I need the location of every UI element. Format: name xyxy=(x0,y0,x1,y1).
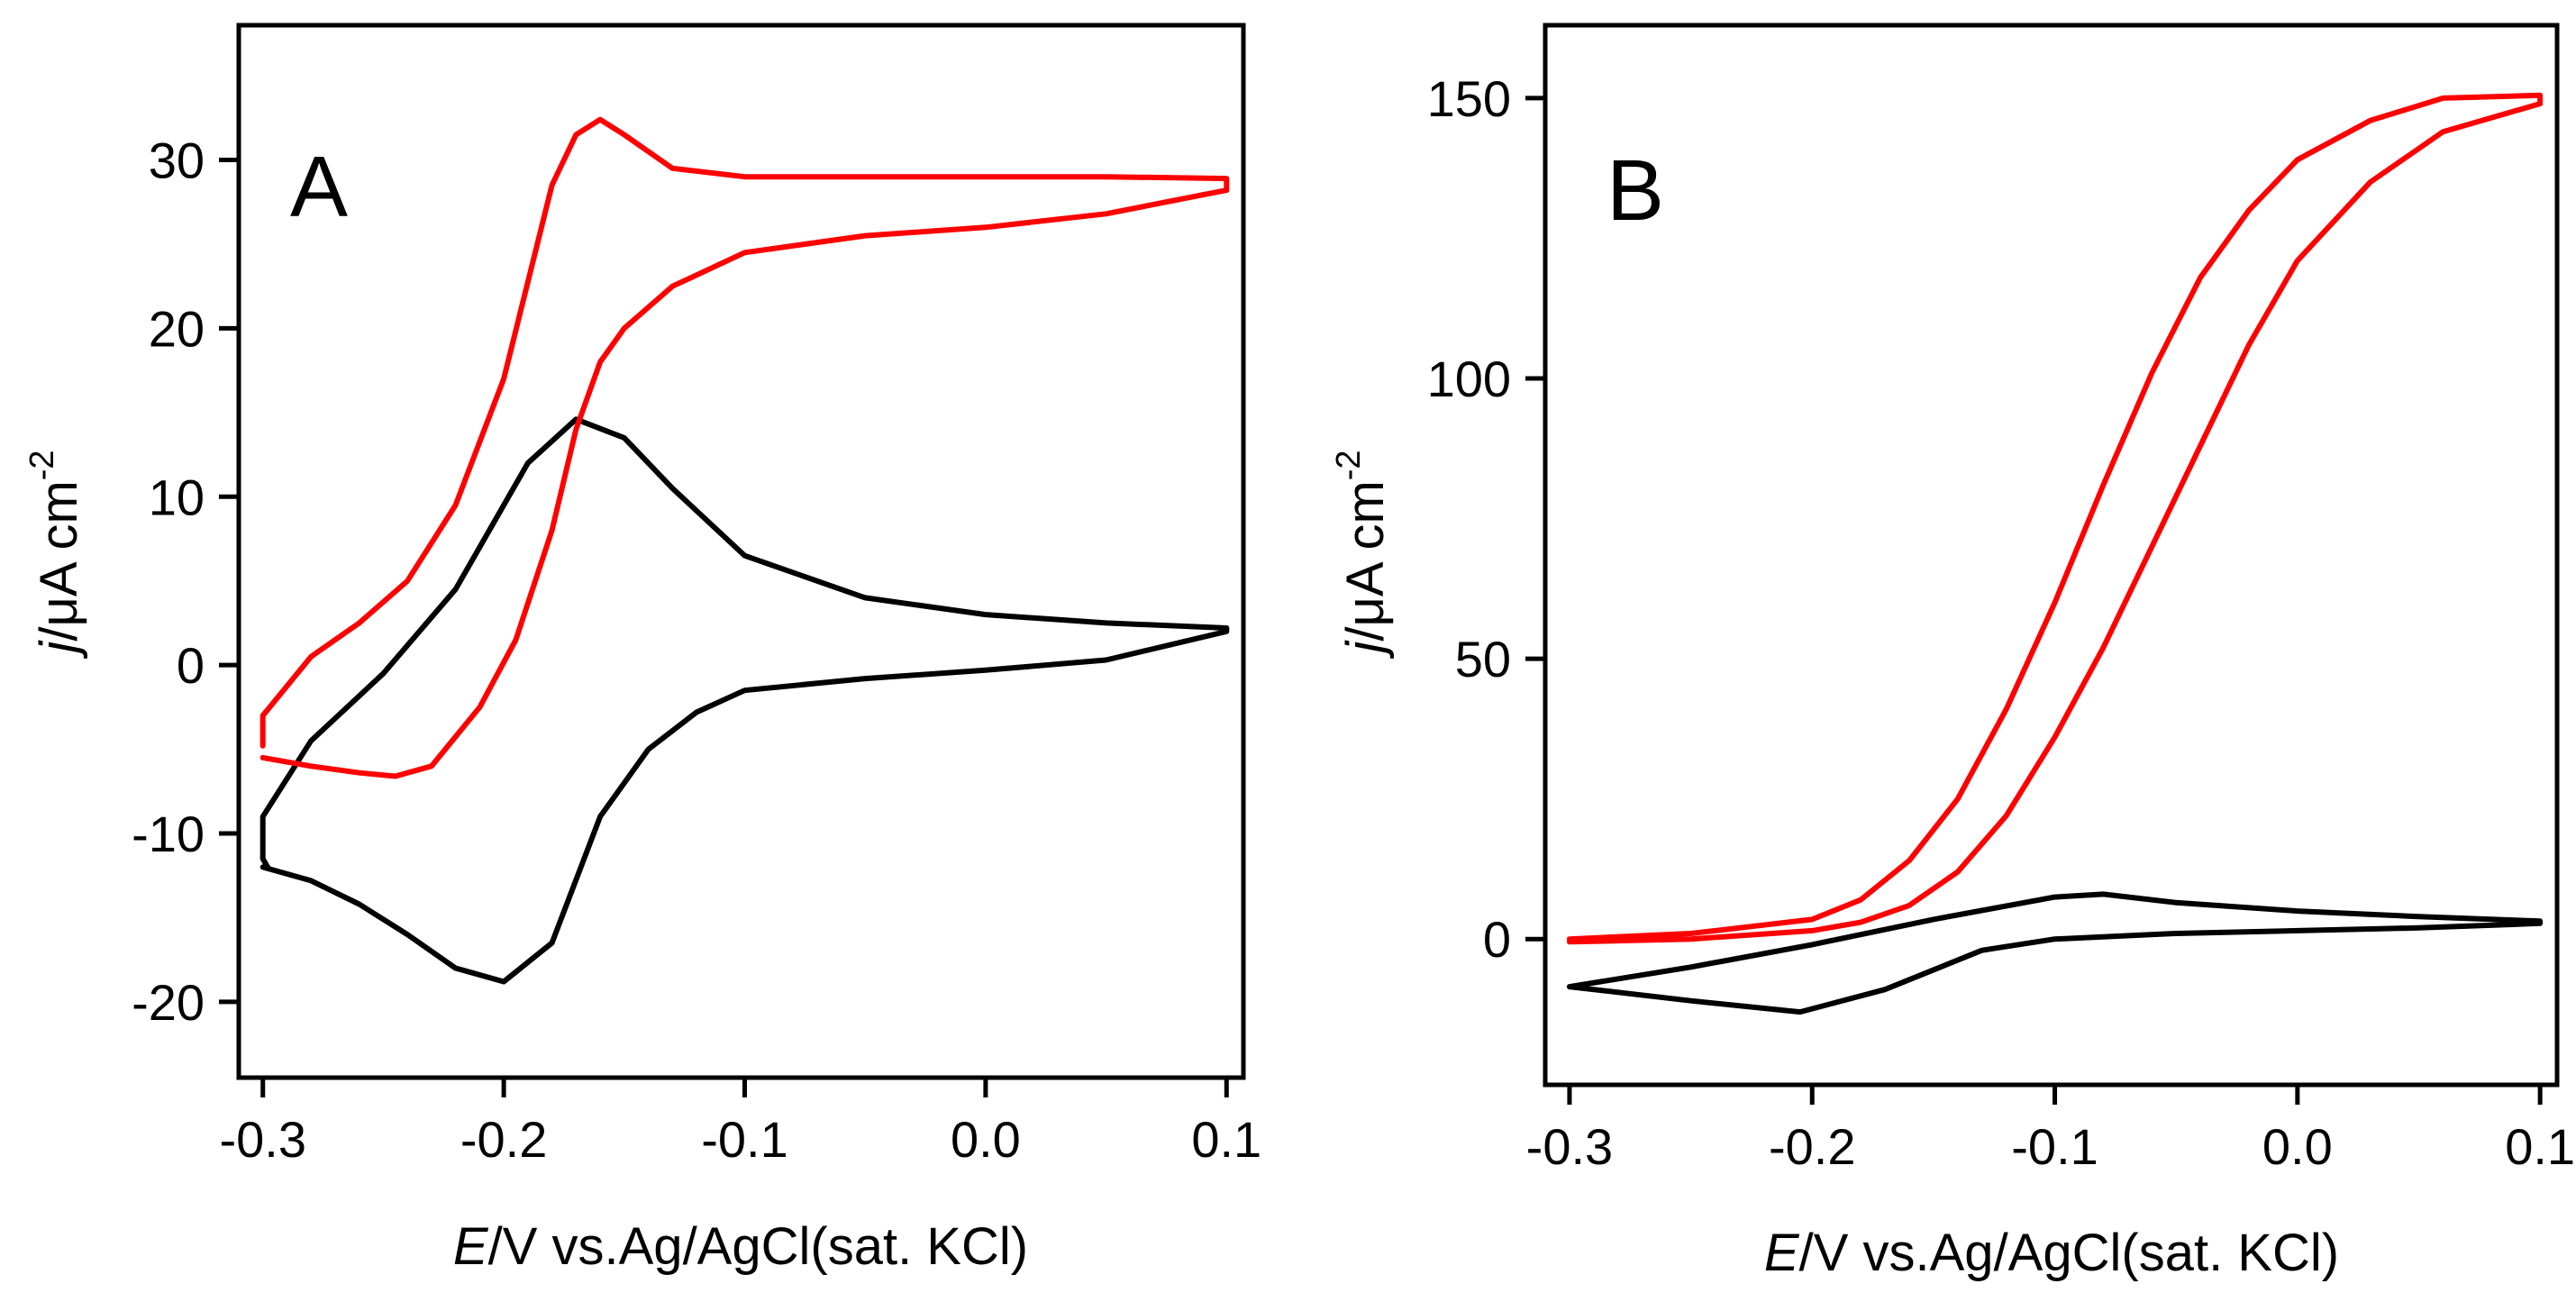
panel-b-y-tick-label: 150 xyxy=(1427,70,1511,127)
panel-b-plot-frame xyxy=(1543,23,2560,1088)
panel-a-y-tick-label: -20 xyxy=(132,974,205,1031)
panel-b-x-tick-label: 0.0 xyxy=(2262,1118,2333,1175)
panel-a-x-tick-label: -0.2 xyxy=(460,1111,548,1168)
panel-a-x-axis-title: E/V vs.Ag/AgCl(sat. KCl) xyxy=(453,1217,1028,1276)
panel-a-x-tick-label: -0.1 xyxy=(701,1111,788,1168)
panel-b-y-axis-title-rest: /μA cm xyxy=(1336,480,1395,641)
panel-b: B E/V vs.Ag/AgCl(sat. KCl) j/μA cm-2 -0.… xyxy=(1330,23,2576,1282)
panel-a-y-axis-title-sup: -2 xyxy=(23,450,61,480)
panel-b-red-cv-curve xyxy=(1566,92,2544,945)
panel-b-x-axis-title-italic: E xyxy=(1764,1224,1800,1282)
panel-a-x-axis-title-rest: /V vs.Ag/AgCl(sat. KCl) xyxy=(488,1217,1028,1276)
panel-a-label: A xyxy=(290,139,348,235)
panel-b-x-axis-title: E/V vs.Ag/AgCl(sat. KCl) xyxy=(1764,1224,2339,1282)
panel-b-x-tick-label: -0.3 xyxy=(1526,1118,1614,1175)
panel-b-y-tick-label: 100 xyxy=(1427,351,1511,407)
panel-b-y-axis-title-sup: -2 xyxy=(1330,450,1368,480)
panel-b-x-axis-title-rest: /V vs.Ag/AgCl(sat. KCl) xyxy=(1799,1224,2339,1282)
panel-b-x-tick-label: -0.2 xyxy=(1769,1118,1856,1175)
panel-a-y-tick-label: 20 xyxy=(149,300,205,357)
panel-b-x-tick-label: 0.1 xyxy=(2505,1118,2575,1175)
panel-a-y-axis-title-rest: /μA cm xyxy=(30,480,88,641)
panel-b-y-axis-title: j/μA cm-2 xyxy=(1330,450,1395,659)
panel-a-ticks: -0.3 -0.2 -0.1 0.0 0.1 -20 -10 0 10 20 30 xyxy=(132,132,1261,1168)
panel-b-y-axis-title-italic: j xyxy=(1336,640,1395,660)
panel-a-y-axis-title-italic: j xyxy=(30,640,88,660)
panel-a-x-tick-label: 0.1 xyxy=(1191,1111,1261,1168)
panel-a-y-tick-label: 10 xyxy=(149,469,205,525)
panel-b-black-cv-curve xyxy=(1566,891,2544,1015)
panel-a-y-tick-label: 30 xyxy=(149,132,205,189)
panel-b-y-tick-label: 0 xyxy=(1483,911,1511,968)
panel-a-y-tick-label: 0 xyxy=(177,637,205,694)
panel-b-x-tick-label: -0.1 xyxy=(2011,1118,2098,1175)
panel-a: A E/V vs.Ag/AgCl(sat. KCl) j/μA cm-2 -0.… xyxy=(23,23,1261,1276)
panel-a-series xyxy=(259,116,1230,985)
panel-a-x-tick-label: -0.3 xyxy=(219,1111,306,1168)
panel-a-x-axis-title-italic: E xyxy=(453,1217,489,1276)
panel-a-y-axis-title: j/μA cm-2 xyxy=(23,450,88,659)
panel-b-label: B xyxy=(1607,142,1664,239)
panel-a-plot-frame xyxy=(236,23,1246,1080)
panel-a-y-tick-label: -10 xyxy=(132,806,205,862)
panel-b-series xyxy=(1566,92,2544,1015)
panel-b-y-tick-label: 50 xyxy=(1455,631,1511,687)
panel-a-red-cv-curve xyxy=(259,116,1230,779)
panel-a-black-cv-curve xyxy=(259,416,1230,985)
panel-b-ticks: -0.3 -0.2 -0.1 0.0 0.1 0 50 100 150 xyxy=(1427,70,2576,1175)
panel-a-x-tick-label: 0.0 xyxy=(951,1111,1021,1168)
